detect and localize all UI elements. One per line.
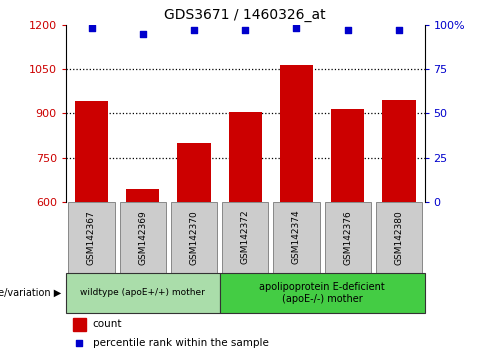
Text: genotype/variation ▶: genotype/variation ▶: [0, 288, 61, 298]
Text: GSM142369: GSM142369: [138, 210, 147, 264]
Bar: [120, 202, 166, 273]
Point: [344, 27, 352, 33]
Point: [293, 25, 301, 31]
Text: GSM142372: GSM142372: [241, 210, 250, 264]
Text: count: count: [93, 319, 122, 329]
Bar: [325, 202, 371, 273]
Point: [88, 25, 96, 31]
Text: GSM142376: GSM142376: [343, 210, 352, 264]
Bar: [376, 202, 422, 273]
Point: [190, 27, 198, 33]
Point: [76, 340, 83, 346]
Bar: [280, 64, 313, 202]
Bar: [126, 188, 160, 202]
Text: percentile rank within the sample: percentile rank within the sample: [93, 338, 269, 348]
Bar: [382, 100, 416, 202]
Bar: [220, 273, 425, 313]
Bar: [222, 202, 268, 273]
Bar: [73, 318, 85, 331]
Point: [139, 31, 147, 36]
Text: apolipoprotein E-deficient
(apoE-/-) mother: apolipoprotein E-deficient (apoE-/-) mot…: [259, 282, 385, 304]
Point: [242, 27, 249, 33]
Bar: [68, 202, 115, 273]
Text: GSM142370: GSM142370: [189, 210, 199, 264]
Bar: [273, 202, 320, 273]
Title: GDS3671 / 1460326_at: GDS3671 / 1460326_at: [164, 8, 326, 22]
Text: wildtype (apoE+/+) mother: wildtype (apoE+/+) mother: [81, 289, 205, 297]
Bar: [171, 202, 217, 273]
Bar: [177, 143, 211, 202]
Point: [395, 27, 403, 33]
Bar: [331, 109, 365, 202]
Text: GSM142367: GSM142367: [87, 210, 96, 264]
Bar: [228, 112, 262, 202]
Bar: [75, 102, 108, 202]
Text: GSM142380: GSM142380: [394, 210, 404, 264]
Text: GSM142374: GSM142374: [292, 210, 301, 264]
Bar: [66, 273, 220, 313]
